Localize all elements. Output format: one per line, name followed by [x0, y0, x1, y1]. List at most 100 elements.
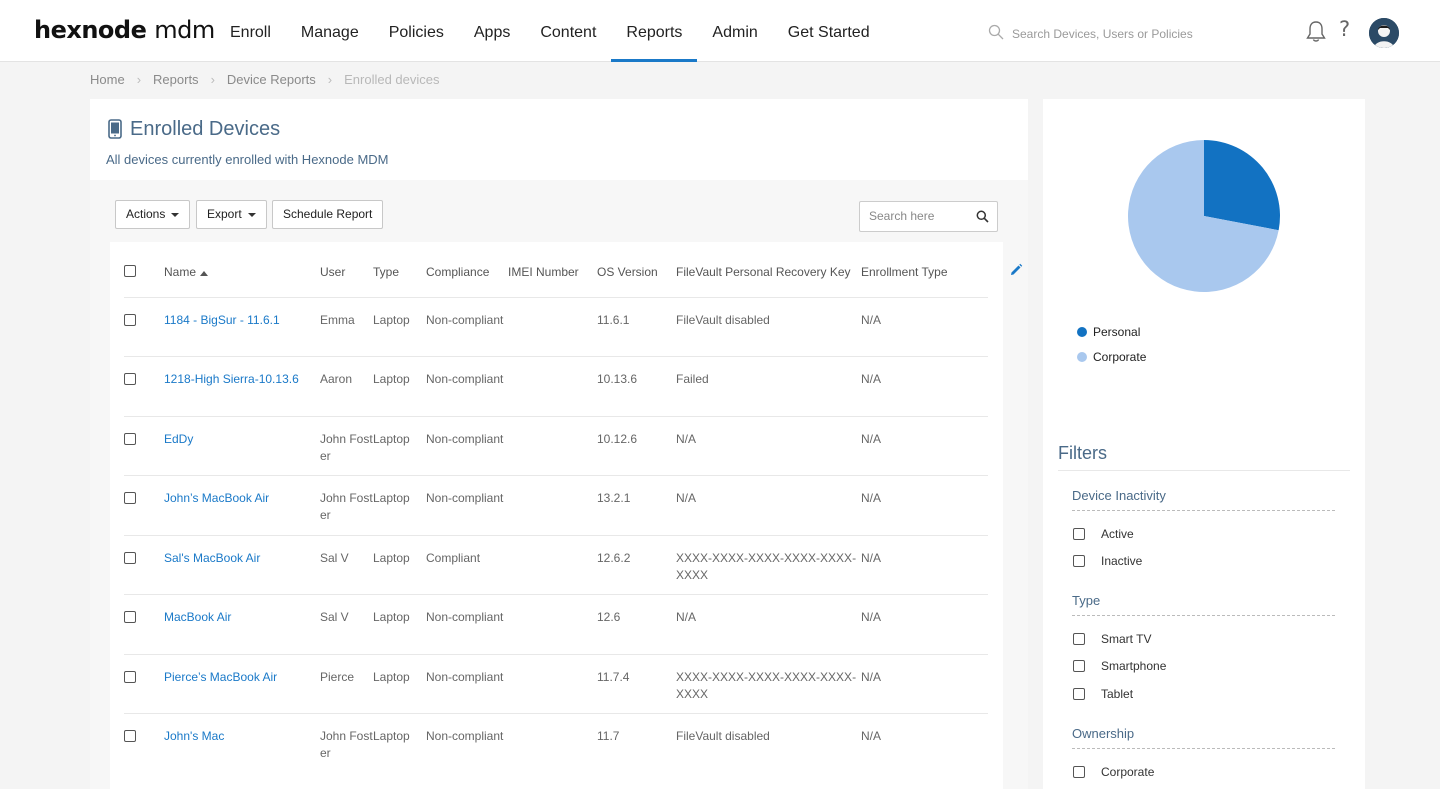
table-row[interactable]: John's Mac John Foster Laptop Non-compliant…	[124, 713, 988, 773]
filter-checkbox[interactable]	[1073, 660, 1085, 672]
device-name-link[interactable]: EdDy	[164, 431, 194, 446]
device-name-cell: John's Mac	[164, 713, 320, 773]
filter-option-active[interactable]: Active	[1073, 527, 1134, 541]
column-header-enrollment-type[interactable]: Enrollment Type	[861, 265, 948, 280]
enrollment-type-text: N/A	[861, 669, 882, 684]
row-checkbox[interactable]	[124, 313, 136, 326]
filevault-key-cell: XXXX-XXXX-XXXX-XXXX-XXXX-XXXX	[676, 534, 861, 595]
breadcrumb-reports[interactable]: Reports	[153, 72, 199, 87]
breadcrumb-device-reports[interactable]: Device Reports	[226, 72, 316, 87]
filter-checkbox[interactable]	[1073, 555, 1085, 567]
nav-manage[interactable]: Manage	[300, 24, 359, 41]
filter-option-corporate[interactable]: Corporate	[1073, 765, 1154, 779]
compliance-cell: Non-compliant	[426, 356, 508, 416]
filevault-key-cell: FileVault disabled	[676, 296, 861, 357]
filter-option-tablet[interactable]: Tablet	[1073, 687, 1133, 701]
type-text: Laptop	[373, 312, 410, 327]
filters-title: Filters	[1058, 443, 1107, 463]
avatar[interactable]	[1369, 18, 1399, 48]
compliance-cell: Non-compliant	[426, 653, 508, 714]
page-header: Enrolled Devices All devices currently e…	[90, 99, 1028, 180]
row-checkbox[interactable]	[124, 492, 136, 504]
column-header-imei[interactable]: IMEI Number	[508, 265, 579, 280]
breadcrumb-home[interactable]: Home	[90, 72, 125, 87]
filter-option-smart-tv[interactable]: Smart TV	[1073, 632, 1151, 646]
imei-cell	[508, 296, 597, 357]
nav-policies[interactable]: Policies	[388, 24, 444, 41]
table-row[interactable]: MacBook Air Sal V Laptop Non-compliant 12.6 N…	[124, 594, 988, 654]
device-name-link[interactable]: John’s MacBook Air	[164, 491, 270, 505]
device-name-link[interactable]: MacBook Air	[164, 610, 232, 624]
filter-option-inactive[interactable]: Inactive	[1073, 554, 1142, 568]
actions-dropdown-button[interactable]: Actions	[115, 200, 191, 229]
search-icon[interactable]	[976, 210, 989, 223]
row-checkbox[interactable]	[124, 551, 136, 564]
nav-admin[interactable]: Admin	[712, 24, 758, 41]
table-row[interactable]: Sal's MacBook Air Sal V Laptop Compliant 12.…	[124, 534, 988, 595]
export-dropdown-button[interactable]: Export	[196, 200, 267, 229]
legend-item-corporate[interactable]: Corporate	[1077, 344, 1146, 369]
os-version-cell: 10.13.6	[597, 356, 676, 416]
user-cell: Aaron	[320, 356, 373, 416]
compliance-text: Non-compliant	[426, 372, 504, 386]
device-name-link[interactable]: 1184 - BigSur - 11.6.1	[164, 312, 280, 327]
device-name-link[interactable]: Pierce’s MacBook Air	[164, 669, 278, 684]
table-row[interactable]: EdDy John Foster Laptop Non-compliant 10.12.…	[124, 415, 988, 476]
filter-checkbox[interactable]	[1073, 688, 1085, 700]
help-icon[interactable]: ?	[1339, 17, 1351, 41]
user-cell: John Foster	[320, 415, 373, 476]
enrollment-type-cell: N/A	[861, 356, 988, 416]
table-search-input[interactable]	[869, 209, 969, 223]
column-header-name[interactable]: Name	[164, 242, 320, 297]
nav-get-started[interactable]: Get Started	[787, 24, 870, 41]
pie-slice-corporate[interactable]	[1128, 140, 1279, 292]
table-row[interactable]: 1184 - BigSur - 11.6.1 Emma Laptop Non-comp…	[124, 296, 988, 357]
filter-checkbox[interactable]	[1073, 528, 1085, 540]
edit-columns-pencil-icon[interactable]	[1009, 263, 1023, 277]
compliance-text: Non-compliant	[426, 669, 504, 684]
device-name-link[interactable]: 1218-High Sierra-10.13.6	[164, 372, 299, 386]
nav-apps[interactable]: Apps	[473, 24, 511, 41]
column-header-compliance[interactable]: Compliance	[426, 265, 490, 280]
schedule-report-button[interactable]: Schedule Report	[272, 200, 384, 229]
column-header-filevault-key[interactable]: FileVault Personal Recovery Key	[676, 265, 851, 280]
filter-checkbox[interactable]	[1073, 633, 1085, 645]
nav-enroll[interactable]: Enroll	[230, 24, 271, 41]
row-checkbox[interactable]	[124, 611, 136, 623]
row-checkbox[interactable]	[124, 432, 136, 445]
user-text: Pierce	[320, 669, 355, 684]
column-header-os-version[interactable]: OS Version	[597, 265, 658, 280]
row-checkbox[interactable]	[124, 730, 136, 742]
imei-cell	[508, 653, 597, 714]
type-text: Laptop	[373, 372, 410, 386]
column-header-type[interactable]: Type	[373, 265, 400, 280]
enrollment-type-cell: N/A	[861, 534, 988, 595]
device-name-link[interactable]: John's Mac	[164, 729, 225, 743]
legend-item-personal[interactable]: Personal	[1077, 319, 1146, 344]
table-row[interactable]: John’s MacBook Air John Foster Laptop Non-c…	[124, 475, 988, 535]
table-row[interactable]: Pierce’s MacBook Air Pierce Laptop Non-comp…	[124, 653, 988, 714]
nav-content[interactable]: Content	[540, 24, 597, 41]
enrollment-type-cell: N/A	[861, 713, 988, 773]
hexnode-logo[interactable]: hexnode mdm	[34, 16, 215, 44]
row-checkbox[interactable]	[124, 373, 136, 385]
bell-icon[interactable]	[1305, 20, 1327, 44]
global-search-input[interactable]	[1012, 22, 1242, 46]
user-cell: John Foster	[320, 713, 373, 773]
device-name-cell: 1218-High Sierra-10.13.6	[164, 356, 320, 416]
compliance-text: Compliant	[426, 550, 481, 565]
row-checkbox[interactable]	[124, 670, 136, 683]
pie-slice-personal[interactable]	[1204, 140, 1280, 231]
table-row[interactable]: 1218-High Sierra-10.13.6 Aaron Laptop Non-c…	[124, 356, 988, 416]
compliance-cell: Non-compliant	[426, 594, 508, 654]
user-cell: Emma	[320, 296, 373, 357]
divider	[1072, 748, 1335, 749]
select-all-checkbox[interactable]	[124, 264, 136, 277]
nav-reports[interactable]: Reports	[611, 0, 698, 62]
device-name-link[interactable]: Sal's MacBook Air	[164, 550, 261, 565]
divider	[1072, 615, 1335, 616]
filter-option-smartphone[interactable]: Smartphone	[1073, 659, 1166, 673]
filter-checkbox[interactable]	[1073, 766, 1085, 778]
os-version-cell: 13.2.1	[597, 475, 676, 535]
column-header-user[interactable]: User	[320, 265, 346, 280]
